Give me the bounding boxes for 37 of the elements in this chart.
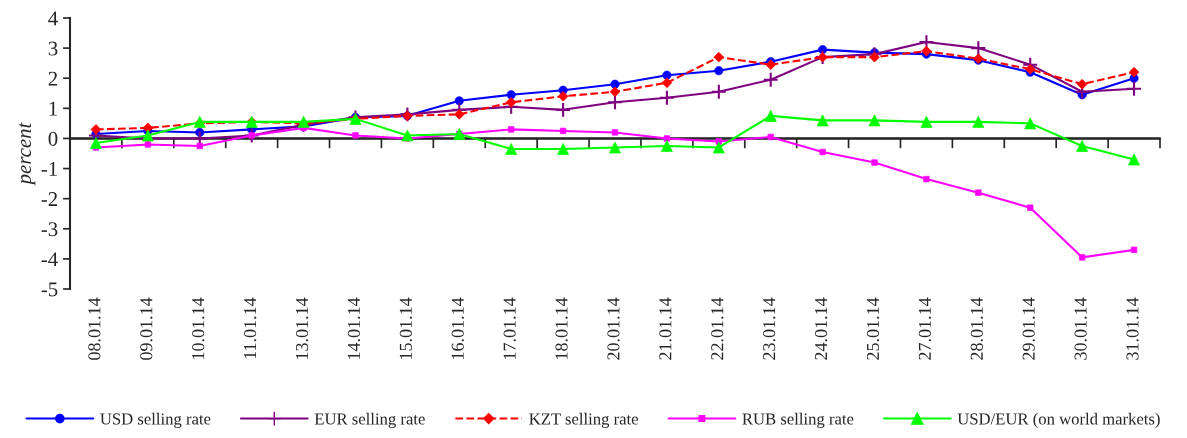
x-tick-label: 30.01.14 xyxy=(1074,297,1087,360)
x-tick-label: 29.01.14 xyxy=(1022,297,1035,360)
x-tick-label: 16.01.14 xyxy=(451,297,464,359)
y-tick-label: 4 xyxy=(48,11,58,26)
y-tick-label: -4 xyxy=(41,252,58,267)
x-tick-label: 10.01.14 xyxy=(192,297,205,359)
x-tick-label: 18.01.14 xyxy=(555,297,568,359)
y-tick-label: -1 xyxy=(41,162,57,176)
x-tick-label: 14.01.14 xyxy=(347,297,361,359)
x-tick-label: 15.01.14 xyxy=(399,297,412,359)
x-tick-label: 23.01.14 xyxy=(763,297,776,360)
x-tick-label: 25.01.14 xyxy=(866,297,880,360)
x-tick-label: 20.01.14 xyxy=(607,297,620,360)
x-tick-label: 28.01.14 xyxy=(970,297,983,360)
y-tick-label: 2 xyxy=(48,71,58,86)
x-tick-label: 31.01.14 xyxy=(1126,297,1139,360)
x-tick-label: 08.01.14 xyxy=(88,297,101,360)
y-tick-label: -3 xyxy=(41,222,58,237)
x-tick-label: 27.01.14 xyxy=(918,297,932,360)
x-tick-label: 09.01.14 xyxy=(140,297,153,360)
x-tick-label: 24.01.14 xyxy=(814,297,828,360)
legend-label: USD/EUR (on world markets) xyxy=(957,412,1160,428)
legend-label: USD selling rate xyxy=(100,412,211,428)
legend-label: EUR selling rate xyxy=(314,412,425,428)
y-tick-label: -2 xyxy=(41,192,58,206)
y-tick-label: 1 xyxy=(49,101,57,116)
y-tick-label: 0 xyxy=(48,131,58,146)
y-axis-title: percent xyxy=(19,122,36,186)
x-tick-label: 11.01.14 xyxy=(244,297,257,359)
y-tick-label: -5 xyxy=(41,282,58,297)
x-tick-label: 17.01.14 xyxy=(503,297,516,359)
y-tick-label: 3 xyxy=(48,41,58,56)
legend-label: RUB selling rate xyxy=(742,412,854,428)
x-tick-label: 21.01.14 xyxy=(659,297,672,360)
legend-label: KZT selling rate xyxy=(529,412,638,428)
x-tick-label: 13.01.14 xyxy=(295,297,309,359)
x-tick-label: 22.01.14 xyxy=(711,297,724,360)
